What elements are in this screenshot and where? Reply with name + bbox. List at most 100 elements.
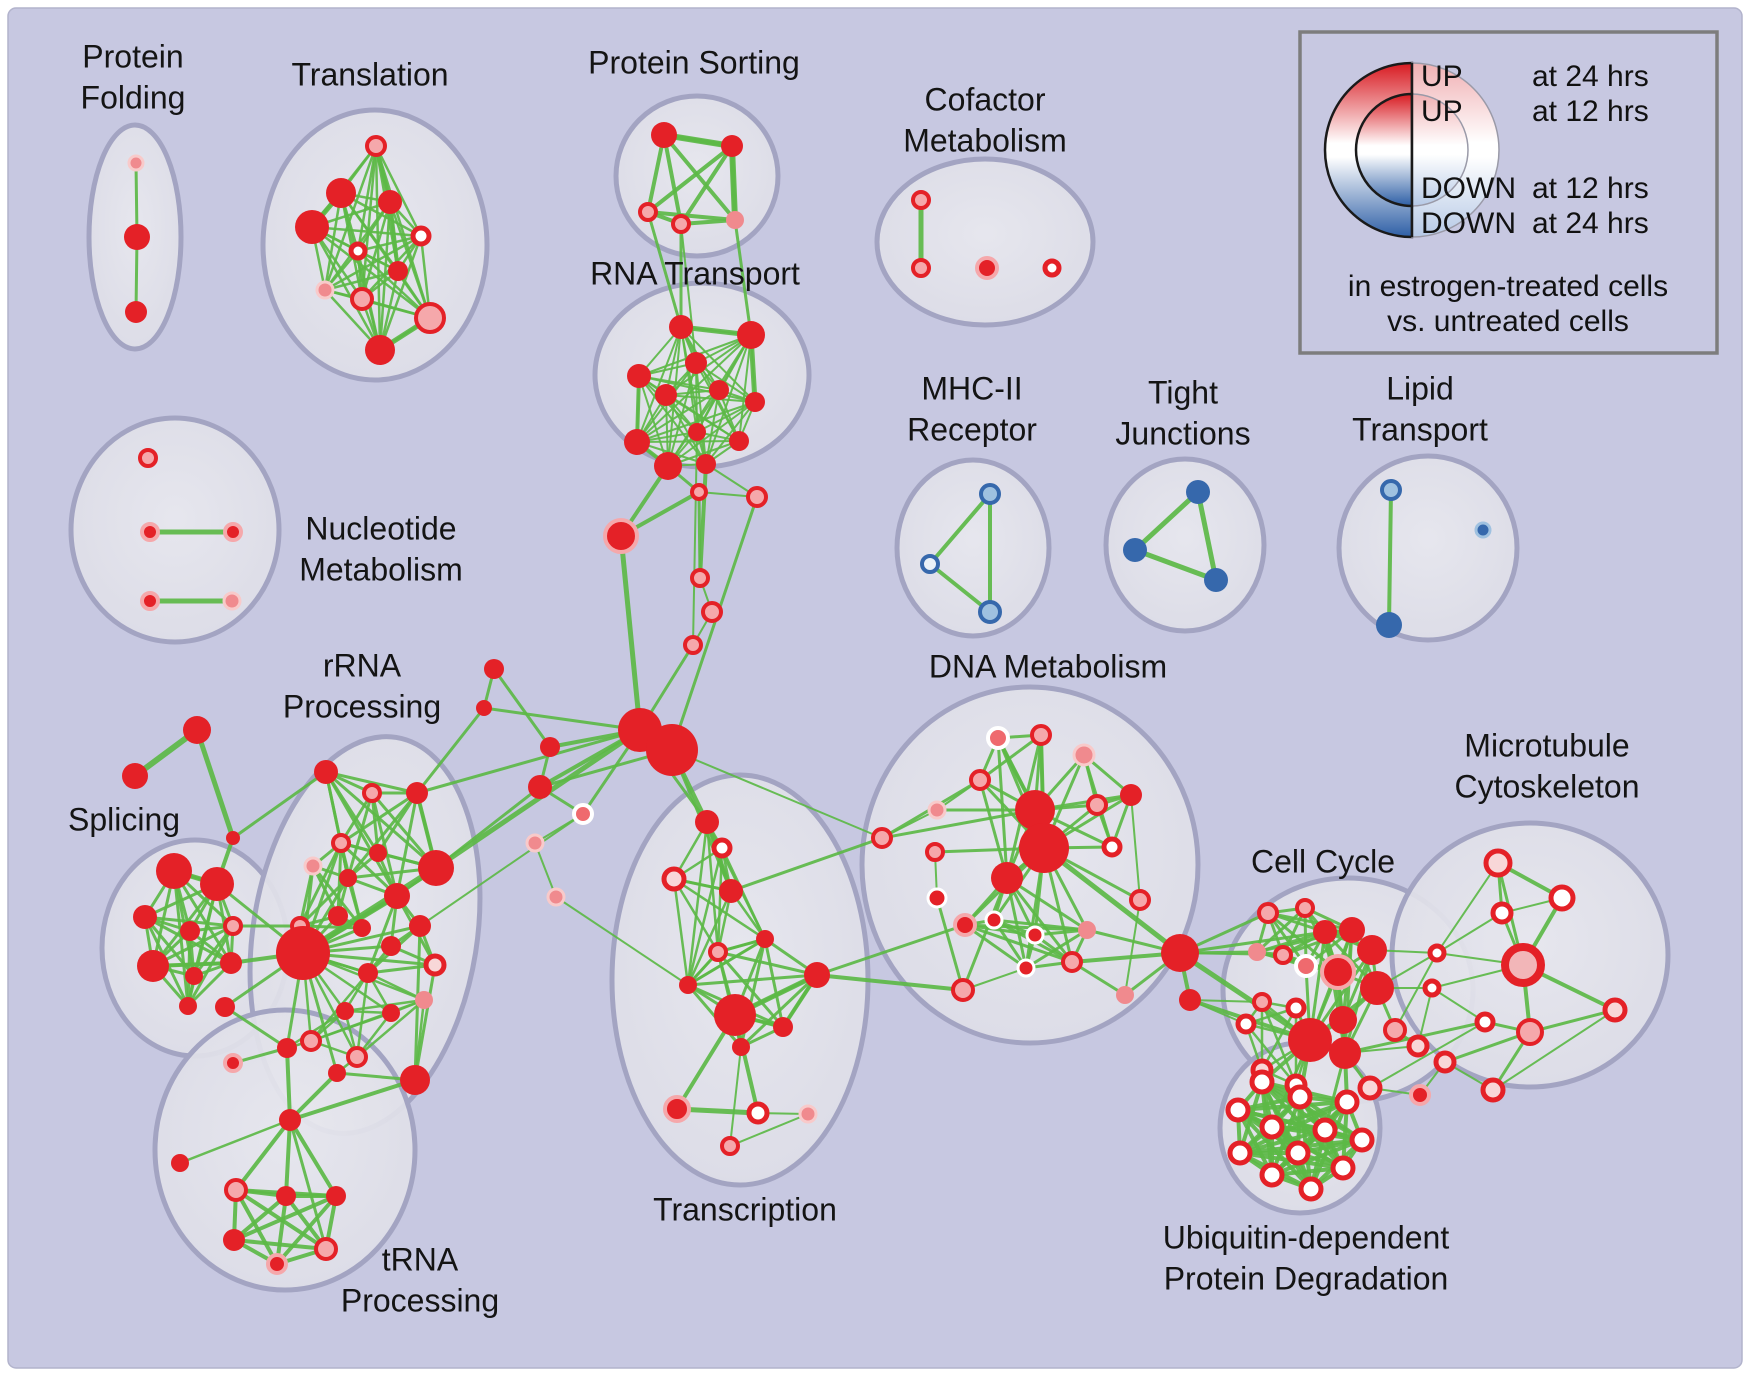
gene-node xyxy=(1483,848,1513,878)
interaction-edge xyxy=(671,749,883,839)
gene-node xyxy=(300,1030,322,1052)
gene-node xyxy=(1129,889,1151,911)
cluster-label-tn: Processing xyxy=(341,1282,499,1318)
interaction-edge xyxy=(346,791,419,880)
interaction-edge xyxy=(415,728,642,795)
legend-row-time: at 12 hrs xyxy=(1532,172,1649,205)
interaction-edge xyxy=(1436,912,1503,954)
gene-node xyxy=(410,225,432,247)
gene-node xyxy=(603,518,639,554)
gene-node xyxy=(1273,945,1293,965)
gene-node xyxy=(276,1186,296,1206)
interaction-edge xyxy=(374,144,423,238)
cluster-label-nm: Metabolism xyxy=(299,551,463,587)
interaction-edge xyxy=(310,225,423,238)
interaction-edge xyxy=(388,200,432,320)
interaction-edge xyxy=(324,770,438,870)
interaction-edge xyxy=(815,973,965,992)
gene-node xyxy=(1294,954,1318,978)
cluster-label-nm: Nucleotide xyxy=(305,510,456,546)
gene-node xyxy=(1072,743,1096,767)
gene-node xyxy=(127,154,145,172)
gene-node xyxy=(711,837,733,859)
gene-node xyxy=(1015,790,1055,830)
gene-node xyxy=(215,997,235,1017)
interaction-edge xyxy=(285,1046,292,1122)
gene-node xyxy=(314,760,338,784)
interaction-edge xyxy=(555,896,689,986)
interaction-edge xyxy=(1238,1128,1327,1155)
gene-node xyxy=(1339,917,1365,943)
gene-node xyxy=(1016,958,1036,978)
gene-node xyxy=(986,726,1010,750)
gene-node xyxy=(200,867,234,901)
interaction-edge xyxy=(1260,1006,1298,1072)
interaction-edge xyxy=(534,842,557,898)
cluster-label-sp: Splicing xyxy=(68,801,180,837)
cluster-label-rr: rRNA xyxy=(323,647,402,683)
gene-node xyxy=(1061,951,1083,973)
gene-node xyxy=(624,429,650,455)
interaction-edge xyxy=(686,846,724,987)
gene-node xyxy=(1248,943,1266,961)
legend-note-line2: vs. untreated cells xyxy=(1387,305,1629,338)
interaction-edge xyxy=(186,929,192,1008)
interaction-edge xyxy=(662,133,683,226)
gene-node xyxy=(1287,1084,1313,1110)
interaction-edge xyxy=(232,1194,338,1242)
interaction-edge xyxy=(324,770,419,795)
gene-node xyxy=(926,887,948,909)
gene-node xyxy=(1320,954,1356,990)
gene-node xyxy=(140,591,160,611)
interaction-edge xyxy=(686,889,733,987)
gene-node xyxy=(1225,1097,1251,1123)
interaction-edge xyxy=(680,223,697,364)
interaction-edge xyxy=(935,896,965,992)
gene-node xyxy=(871,827,893,849)
gene-node xyxy=(925,842,945,862)
gene-node xyxy=(690,483,708,501)
cluster-label-rt: RNA Transport xyxy=(590,255,800,291)
interaction-edge xyxy=(378,234,423,352)
gene-node xyxy=(1019,823,1069,873)
gene-node xyxy=(969,769,991,791)
gene-node xyxy=(1252,992,1272,1012)
gene-node xyxy=(953,913,977,937)
gene-node xyxy=(1313,920,1337,944)
interaction-edge xyxy=(284,1118,292,1198)
gene-node xyxy=(223,1229,245,1251)
gene-node xyxy=(1285,1140,1311,1166)
interaction-edge xyxy=(963,923,1074,964)
interaction-edge xyxy=(695,362,707,465)
interaction-edge xyxy=(178,1118,292,1165)
interaction-edge xyxy=(665,394,756,403)
cluster-labels: Protein Folding Translation Nucleotide Metab… xyxy=(68,38,1640,1318)
interaction-edge xyxy=(686,820,709,987)
gene-node xyxy=(683,635,703,655)
gene-node xyxy=(1078,921,1096,939)
gene-node xyxy=(1480,1077,1506,1103)
gene-node xyxy=(223,1053,243,1073)
gene-node xyxy=(911,190,931,210)
cluster-label-tj: Tight xyxy=(1148,374,1218,410)
cluster-ellipse-mh xyxy=(894,457,1052,639)
gene-node xyxy=(220,952,242,974)
gene-node xyxy=(183,716,211,744)
gene-node xyxy=(388,261,408,281)
gene-node xyxy=(140,522,160,542)
gene-node xyxy=(414,302,446,334)
gene-node xyxy=(223,916,243,936)
interaction-edge xyxy=(323,234,423,292)
gene-node xyxy=(303,856,323,876)
legend-inner-left-half xyxy=(1354,92,1414,208)
cluster-label-pf: Folding xyxy=(81,79,186,115)
interaction-edge xyxy=(1369,1021,1486,1089)
cluster-label-mh: Receptor xyxy=(907,411,1037,447)
interaction-edge xyxy=(309,1011,393,1043)
gene-node xyxy=(701,601,723,623)
gene-node xyxy=(1030,724,1052,746)
gene-node xyxy=(122,763,148,789)
interaction-edge xyxy=(234,1188,279,1266)
gene-node xyxy=(546,887,566,907)
gene-node xyxy=(540,737,560,757)
